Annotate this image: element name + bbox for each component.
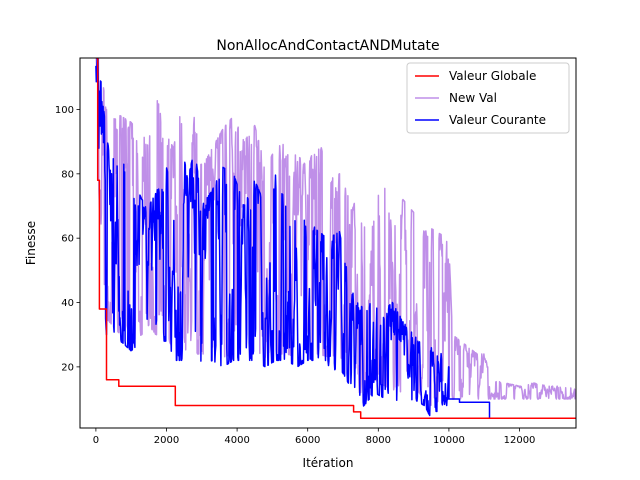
- legend-label: Valeur Courante: [449, 113, 546, 127]
- x-tick-label: 8000: [366, 435, 391, 446]
- y-tick-label: 60: [61, 234, 74, 245]
- series-line-valeur-courante: [95, 58, 576, 420]
- chart-title: NonAllocAndContactANDMutate: [216, 38, 439, 54]
- x-tick-label: 0: [93, 435, 99, 446]
- x-tick-label: 2000: [154, 435, 179, 446]
- series-line-valeur-globale: [95, 58, 576, 420]
- y-axis-label: Finesse: [24, 221, 38, 265]
- plot-frame: [79, 57, 577, 429]
- y-tick-label: 40: [61, 298, 74, 309]
- legend-label: Valeur Globale: [449, 69, 536, 83]
- y-tick-label: 100: [55, 105, 74, 116]
- x-axis: 0 2000 4000 6000 8000 10000 12000: [93, 428, 536, 446]
- x-tick-label: 12000: [504, 435, 536, 446]
- y-axis: 20 40 60 80 100: [55, 105, 80, 373]
- y-tick-label: 20: [61, 362, 74, 373]
- legend-box: [406, 62, 570, 134]
- x-tick-label: 6000: [295, 435, 320, 446]
- plot-area: [95, 58, 576, 420]
- legend-label: New Val: [449, 91, 497, 105]
- y-tick-label: 80: [61, 169, 74, 180]
- x-tick-label: 10000: [433, 435, 465, 446]
- x-tick-label: 4000: [224, 435, 249, 446]
- series-line-new-val: [95, 58, 576, 406]
- legend: Valeur Globale New Val Valeur Courante: [406, 62, 570, 134]
- x-axis-label: Itération: [303, 456, 354, 470]
